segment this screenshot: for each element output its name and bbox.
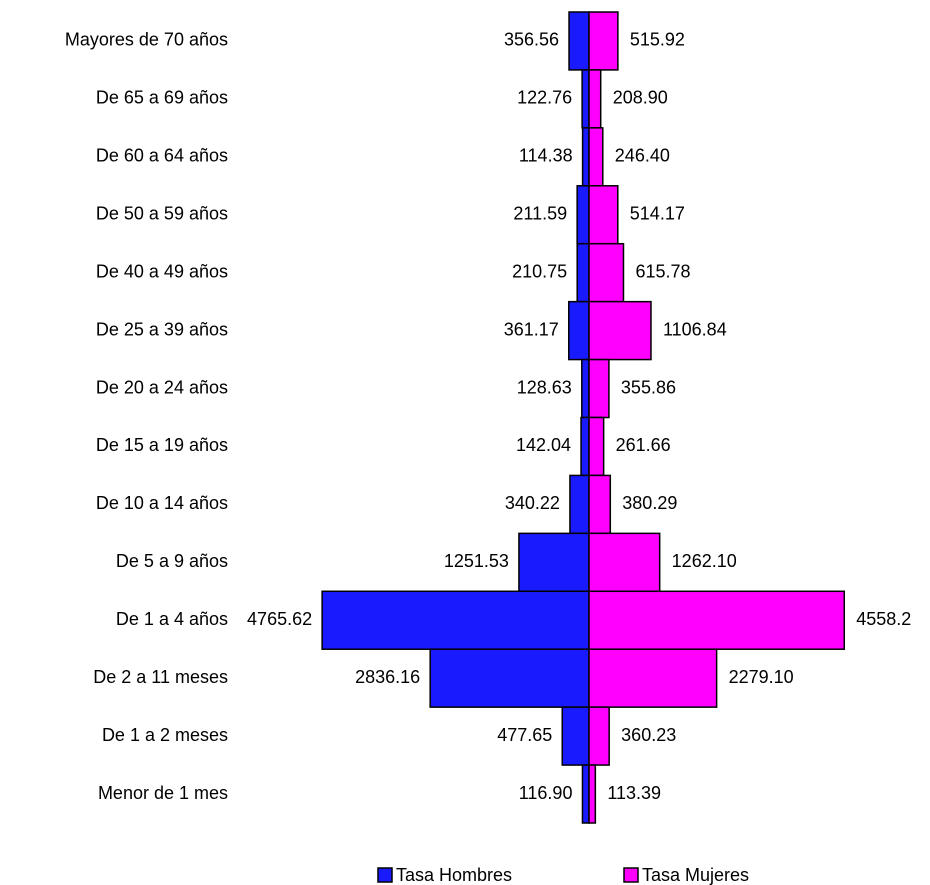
value-label: 355.86 [621, 377, 676, 397]
value-label: 208.90 [613, 88, 668, 108]
category-label: Mayores de 70 años [65, 30, 228, 50]
value-label: 4765.62 [247, 609, 312, 629]
value-label: 1262.10 [672, 551, 737, 571]
bar [321, 590, 590, 650]
legend-label: Tasa Hombres [396, 865, 512, 885]
value-label: 340.22 [505, 493, 560, 513]
bar [588, 11, 619, 71]
category-label: De 1 a 4 años [116, 609, 228, 629]
value-label: 356.56 [504, 30, 559, 50]
value-label: 2836.16 [355, 667, 420, 687]
bar [518, 532, 590, 593]
category-label: De 60 a 64 años [96, 146, 228, 166]
value-label: 515.92 [630, 30, 685, 50]
bar [588, 590, 846, 650]
value-label: 380.29 [622, 493, 677, 513]
category-label: De 5 a 9 años [116, 551, 228, 571]
bar [561, 706, 590, 766]
value-label: 142.04 [516, 435, 571, 455]
category-label: De 50 a 59 años [96, 204, 228, 224]
value-label: 1106.84 [663, 319, 727, 339]
bar [581, 69, 590, 129]
category-label: De 10 a 14 años [96, 493, 228, 513]
category-label: De 40 a 49 años [96, 261, 228, 281]
category-label: Menor de 1 mes [98, 783, 228, 803]
value-label: 113.39 [607, 783, 661, 803]
value-label: 361.17 [504, 319, 559, 339]
bar [588, 242, 625, 303]
bar [588, 358, 610, 419]
value-label: 477.65 [497, 725, 552, 745]
bar [588, 648, 718, 708]
bar [581, 764, 590, 824]
bar [429, 648, 590, 708]
legend-swatch [623, 867, 639, 883]
bar [588, 127, 604, 187]
value-label: 615.78 [635, 261, 690, 281]
value-label: 114.38 [519, 146, 573, 166]
bar [580, 416, 590, 477]
value-label: 122.76 [517, 88, 572, 108]
category-label: De 1 a 2 meses [102, 725, 228, 745]
value-label: 246.40 [615, 146, 670, 166]
legend-label: Tasa Mujeres [642, 865, 749, 885]
bar [588, 416, 605, 477]
value-label: 211.59 [513, 204, 567, 224]
bar [588, 532, 661, 593]
bar [569, 474, 590, 535]
value-label: 128.63 [517, 377, 572, 397]
bar [568, 11, 590, 71]
value-label: 116.90 [519, 783, 573, 803]
value-label: 4558.2 [856, 609, 911, 629]
bar [588, 69, 602, 129]
bar [588, 185, 619, 245]
value-label: 514.17 [630, 204, 685, 224]
bar [588, 764, 597, 824]
value-label: 2279.10 [729, 667, 794, 687]
legend-swatch [377, 867, 393, 883]
category-label: De 20 a 24 años [96, 377, 228, 397]
bar [576, 242, 590, 303]
bar [581, 358, 590, 419]
bar [588, 300, 652, 361]
value-label: 261.66 [616, 435, 671, 455]
category-label: De 2 a 11 meses [93, 667, 228, 687]
category-label: De 65 a 69 años [96, 88, 228, 108]
value-label: 360.23 [621, 725, 676, 745]
bar [568, 300, 590, 361]
category-label: De 25 a 39 años [96, 319, 228, 339]
category-label: De 15 a 19 años [96, 435, 228, 455]
bar [588, 474, 612, 535]
bar [588, 706, 610, 766]
bar [581, 127, 590, 187]
value-label: 1251.53 [444, 551, 509, 571]
value-label: 210.75 [512, 261, 567, 281]
bar [576, 185, 590, 245]
